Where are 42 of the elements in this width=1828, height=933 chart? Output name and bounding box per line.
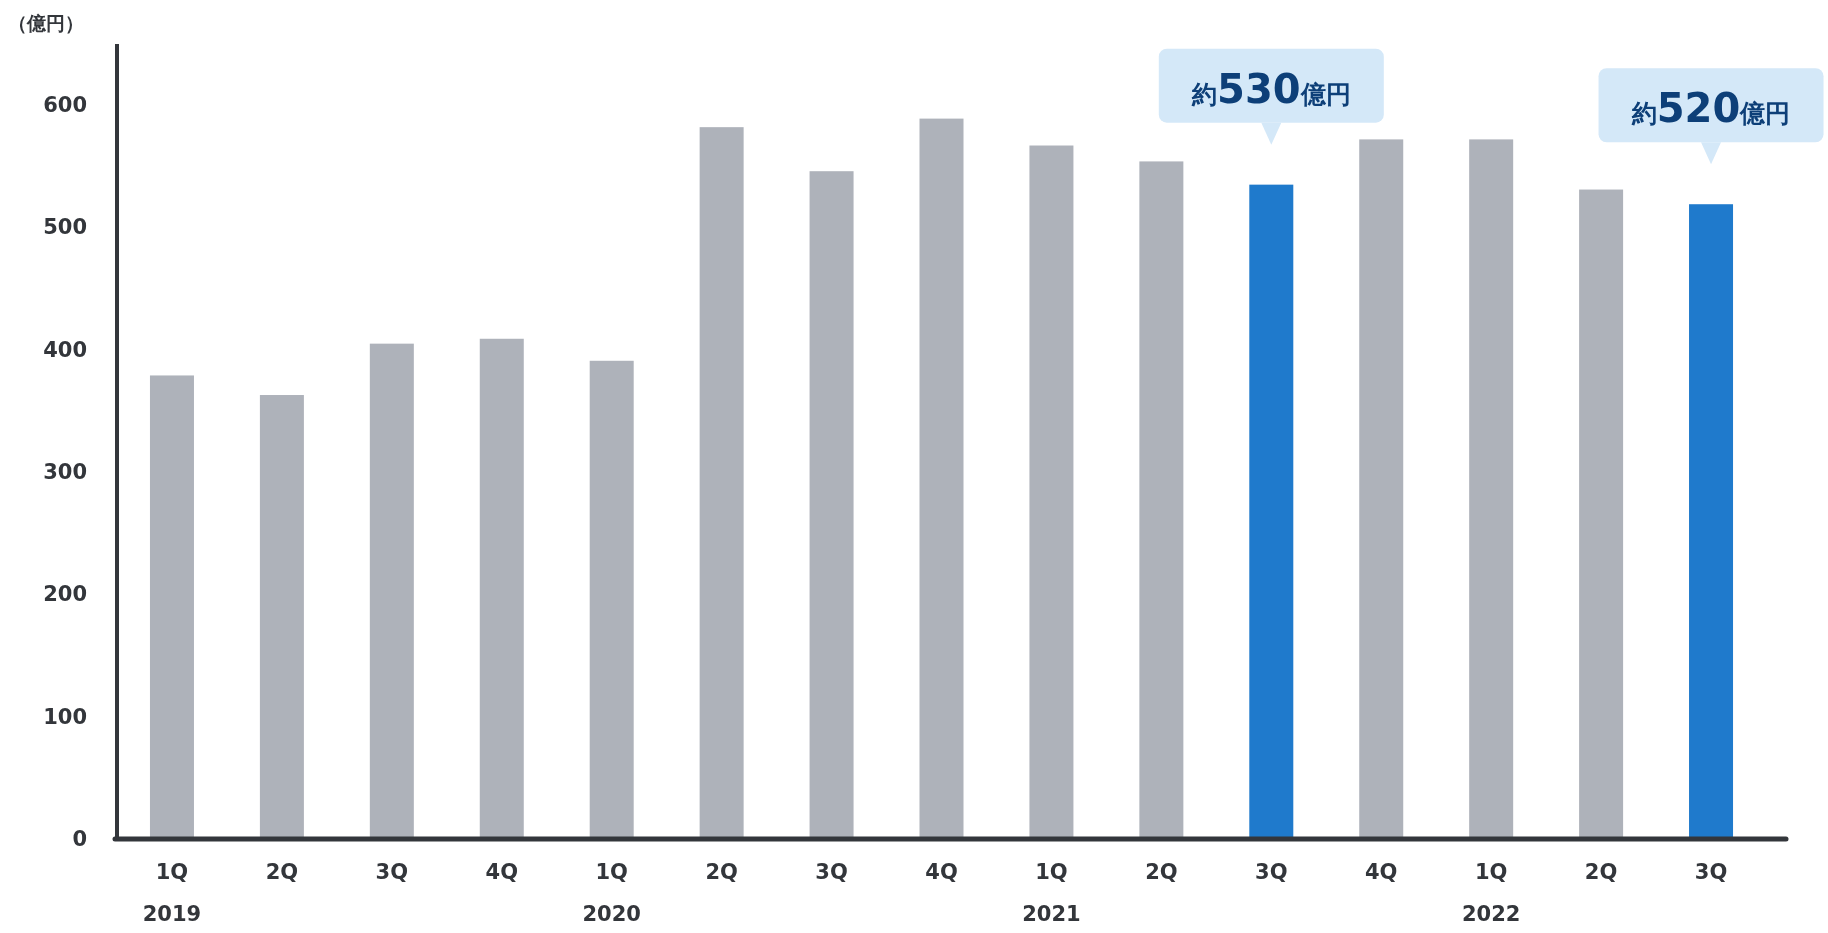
y-tick-label: 200 (43, 582, 87, 607)
x-tick-label: 1Q 2021 (1022, 860, 1081, 926)
bar (1029, 145, 1074, 839)
bar (1359, 139, 1404, 839)
x-tick-label: 1Q 2020 (582, 860, 641, 926)
x-tick-label: 2Q (265, 860, 299, 884)
x-tick-label: 2Q (1584, 860, 1618, 884)
x-tick-label: 3Q (1255, 860, 1288, 884)
x-tick-label: 1Q 2022 (1461, 860, 1521, 926)
x-tick-label: 4Q (1365, 860, 1398, 884)
data-label: 約520億円 (1630, 85, 1791, 132)
picture-callout: 約520億円 (1598, 68, 1824, 165)
x-tick-label: 2Q (705, 860, 738, 884)
x-tick-label: 1Q 2019 (142, 860, 202, 926)
bar (1689, 204, 1734, 839)
bar (1139, 161, 1184, 839)
bar (479, 338, 524, 839)
bar (369, 343, 414, 839)
bar (149, 375, 194, 839)
x-tick-label: 3Q (375, 860, 409, 884)
x-tick-label: 4Q (485, 860, 518, 884)
bar (919, 118, 964, 839)
y-tick-label: 400 (43, 337, 87, 362)
data-label: 約530億円 (1191, 65, 1351, 112)
x-tick-label: 3Q (815, 860, 848, 884)
y-axis-title: （億円） (8, 12, 84, 34)
x-tick-label: 3Q (1694, 860, 1728, 884)
x-tick-label: 4Q (925, 860, 958, 884)
x-tick-label: 2Q (1145, 860, 1178, 884)
y-tick-label: 100 (43, 704, 87, 729)
bar (1469, 139, 1514, 839)
bar (699, 127, 744, 839)
y-tick-label: 600 (43, 93, 87, 118)
y-tick-label: 500 (43, 215, 87, 240)
bar (809, 171, 854, 839)
bar (589, 360, 634, 839)
bar (259, 395, 304, 839)
picture-callout: 約530億円 (1158, 48, 1384, 145)
y-tick-label: 0 (72, 827, 87, 851)
y-tick-label: 300 (43, 460, 87, 485)
bar (1579, 189, 1624, 839)
bar (1249, 184, 1294, 839)
